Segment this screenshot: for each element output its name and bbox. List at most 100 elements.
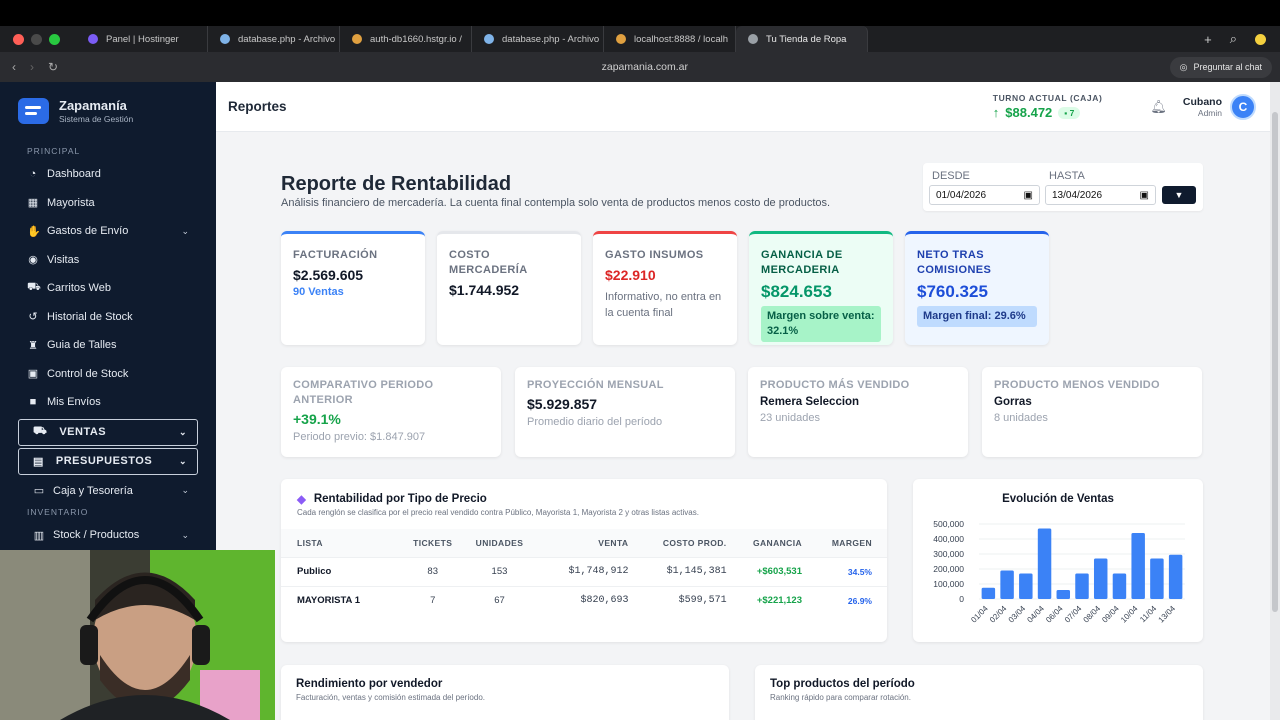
section-label: INVENTARIO	[27, 507, 89, 517]
cart-icon: ⛟	[27, 281, 41, 294]
tag-icon: ◆	[297, 494, 306, 506]
y-tick-label: 0	[959, 594, 964, 604]
browser-tab[interactable]: database.php - Archivo	[472, 26, 604, 52]
sidebar-group-ventas[interactable]: ⛟ VENTAS ⌄	[18, 418, 198, 446]
chart-bar[interactable]	[1131, 533, 1145, 599]
logo-icon	[18, 98, 49, 124]
tab-favicon-icon	[616, 34, 626, 44]
chat-icon: ◎	[1179, 61, 1188, 72]
chart-bar[interactable]	[981, 587, 996, 599]
calendar-icon: ▣	[1023, 189, 1033, 201]
cart-icon: ⛟	[33, 425, 48, 437]
sidebar-item-gastos-envio[interactable]: ✋ Gastos de Envío ⌄	[27, 225, 189, 238]
receipt-icon: ▪	[1064, 107, 1068, 118]
chart-bar[interactable]	[1000, 570, 1014, 600]
new-tab-icon[interactable]: +	[1204, 31, 1212, 47]
chart-bar[interactable]	[1168, 554, 1183, 599]
url-field[interactable]: zapamania.com.ar	[601, 61, 688, 73]
avatar[interactable]: C	[1230, 93, 1256, 120]
sidebar-item-envios[interactable]: ■ Mis Envíos	[0, 388, 216, 417]
kpi-neto: NETO TRAS COMISIONES $760.325 Margen fin…	[905, 231, 1049, 345]
ask-chat-button[interactable]: ◎ Preguntar al chat	[1169, 56, 1272, 78]
desde-label: DESDE	[932, 170, 970, 182]
brand[interactable]: Zapamanía Sistema de Gestión	[0, 82, 216, 136]
chart-bar[interactable]	[1056, 590, 1071, 599]
chart-bar[interactable]	[1075, 573, 1089, 600]
card-proyeccion: PROYECCIÓN MENSUAL $5.929.857 Promedio d…	[515, 367, 735, 457]
warehouse-icon: ▦	[27, 197, 39, 210]
sidebar-item-caja[interactable]: ▭ Caja y Tesorería ⌄	[33, 484, 189, 498]
minimize-window-icon[interactable]	[31, 33, 42, 45]
sidebar-item-historial[interactable]: ↺ Historial de Stock	[28, 310, 133, 324]
chevron-down-icon: ⌄	[181, 485, 189, 496]
price-type-table-card: ◆ Rentabilidad por Tipo de Precio Cada re…	[281, 479, 887, 642]
bell-icon[interactable]: 🔔︎	[1150, 98, 1167, 114]
browser-tab[interactable]: Panel | Hostinger	[76, 26, 208, 52]
address-bar: ‹ › ↻ zapamania.com.ar ◎ Preguntar al cha…	[0, 52, 1280, 82]
chart-bar[interactable]	[1112, 573, 1127, 600]
chevron-down-icon: ⌄	[181, 529, 189, 540]
chart-bar[interactable]	[1150, 558, 1164, 600]
browser-tab[interactable]: localhost:8888 / localh	[604, 26, 736, 52]
top-products-card: Top productos del período Ranking rápido…	[755, 665, 1203, 720]
hasta-label: HASTA	[1049, 170, 1085, 182]
turno-label: TURNO ACTUAL (CAJA)	[992, 93, 1103, 103]
back-icon[interactable]: ‹	[12, 60, 16, 74]
calendar-icon: ▣	[1139, 189, 1149, 201]
sidebar-item-dashboard[interactable]: ◔ Dashboard	[0, 160, 216, 189]
sidebar-item-control-stock[interactable]: ▣ Control de Stock	[27, 367, 129, 381]
top-header: Reportes TURNO ACTUAL (CAJA) ↑ $88.472 ▪ 7…	[216, 82, 1270, 132]
kpi-ganancia: GANANCIA DE MERCADERIA $824.653 Margen s…	[749, 231, 893, 345]
y-tick-label: 400,000	[933, 534, 964, 544]
sidebar-item-stock[interactable]: ▥ Stock / Productos ⌄	[33, 529, 189, 542]
brand-title: Zapamanía	[59, 98, 127, 113]
sidebar-group-presupuestos[interactable]: ▤ PRESUPUESTOS ⌄	[18, 447, 198, 475]
user-info[interactable]: Cubano Admin	[1182, 95, 1222, 118]
filter-button[interactable]: ▼	[1162, 186, 1196, 204]
tab-favicon-icon	[352, 34, 362, 44]
tab-favicon-icon	[748, 34, 758, 44]
turno-widget[interactable]: TURNO ACTUAL (CAJA) ↑ $88.472 ▪ 7	[993, 93, 1103, 120]
browser-tab-active[interactable]: Tu Tienda de Ropa	[736, 26, 868, 52]
maximize-window-icon[interactable]	[49, 33, 60, 45]
history-icon: ↺	[28, 311, 38, 324]
truck-icon: ▣	[27, 368, 39, 381]
sidebar-item-carritos[interactable]: ⛟ Carritos Web	[27, 281, 111, 295]
card-comparativo: COMPARATIVO PERIODO ANTERIOR +39.1% Peri…	[281, 367, 501, 457]
sidebar-item-visitas[interactable]: ◉ Visitas	[28, 253, 80, 267]
box-icon: ■	[29, 396, 37, 409]
profile-icon[interactable]	[1255, 33, 1266, 45]
x-tick-label: 11/04	[1138, 604, 1158, 624]
file-icon: ▤	[33, 455, 44, 468]
kpi-facturacion: FACTURACIÓN $2.569.605 90 Ventas	[281, 231, 425, 345]
forward-icon[interactable]: ›	[30, 60, 34, 74]
cash-register-icon: ▭	[33, 485, 45, 498]
close-window-icon[interactable]	[13, 33, 24, 45]
browser-tab[interactable]: auth-db1660.hstgr.io /	[340, 26, 472, 52]
sidebar-item-talles[interactable]: ♜ Guia de Talles	[28, 339, 117, 352]
y-tick-label: 200,000	[933, 564, 964, 574]
report-title: Reporte de Rentabilidad	[281, 173, 512, 195]
date-filter: DESDE 01/04/2026 ▣ HASTA 13/04/2026 ▣ ▼	[923, 163, 1203, 211]
scrollbar-thumb[interactable]	[1272, 112, 1278, 612]
search-tabs-icon[interactable]: ⌕	[1229, 31, 1237, 46]
report-subtitle: Análisis financiero de mercadería. La cu…	[281, 197, 831, 209]
chart-bar[interactable]	[1037, 528, 1052, 600]
x-tick-label: 06/04	[1044, 604, 1065, 625]
desde-input[interactable]: 01/04/2026 ▣	[929, 185, 1040, 205]
section-label: PRINCIPAL	[27, 146, 81, 156]
hasta-input[interactable]: 13/04/2026 ▣	[1045, 185, 1156, 205]
sidebar-item-mayorista[interactable]: ▦ Mayorista	[27, 196, 95, 210]
chevron-down-icon: ⌄	[181, 225, 189, 236]
tab-favicon-icon	[220, 34, 230, 44]
reload-icon[interactable]: ↻	[48, 60, 59, 74]
sales-chart-card: Evolución de Ventas 500,000 400,000 300,00…	[913, 479, 1203, 642]
page-scrollbar[interactable]	[1270, 82, 1280, 720]
browser-tab[interactable]: database.php - Archivo	[208, 26, 340, 52]
chart-bar[interactable]	[1019, 573, 1033, 600]
turno-value: $88.472	[1005, 105, 1053, 120]
chart-title: Evolución de Ventas	[1002, 493, 1114, 505]
chart-bar[interactable]	[1093, 558, 1108, 600]
arrow-up-icon: ↑	[992, 105, 1000, 120]
y-tick-label: 100,000	[933, 579, 964, 589]
